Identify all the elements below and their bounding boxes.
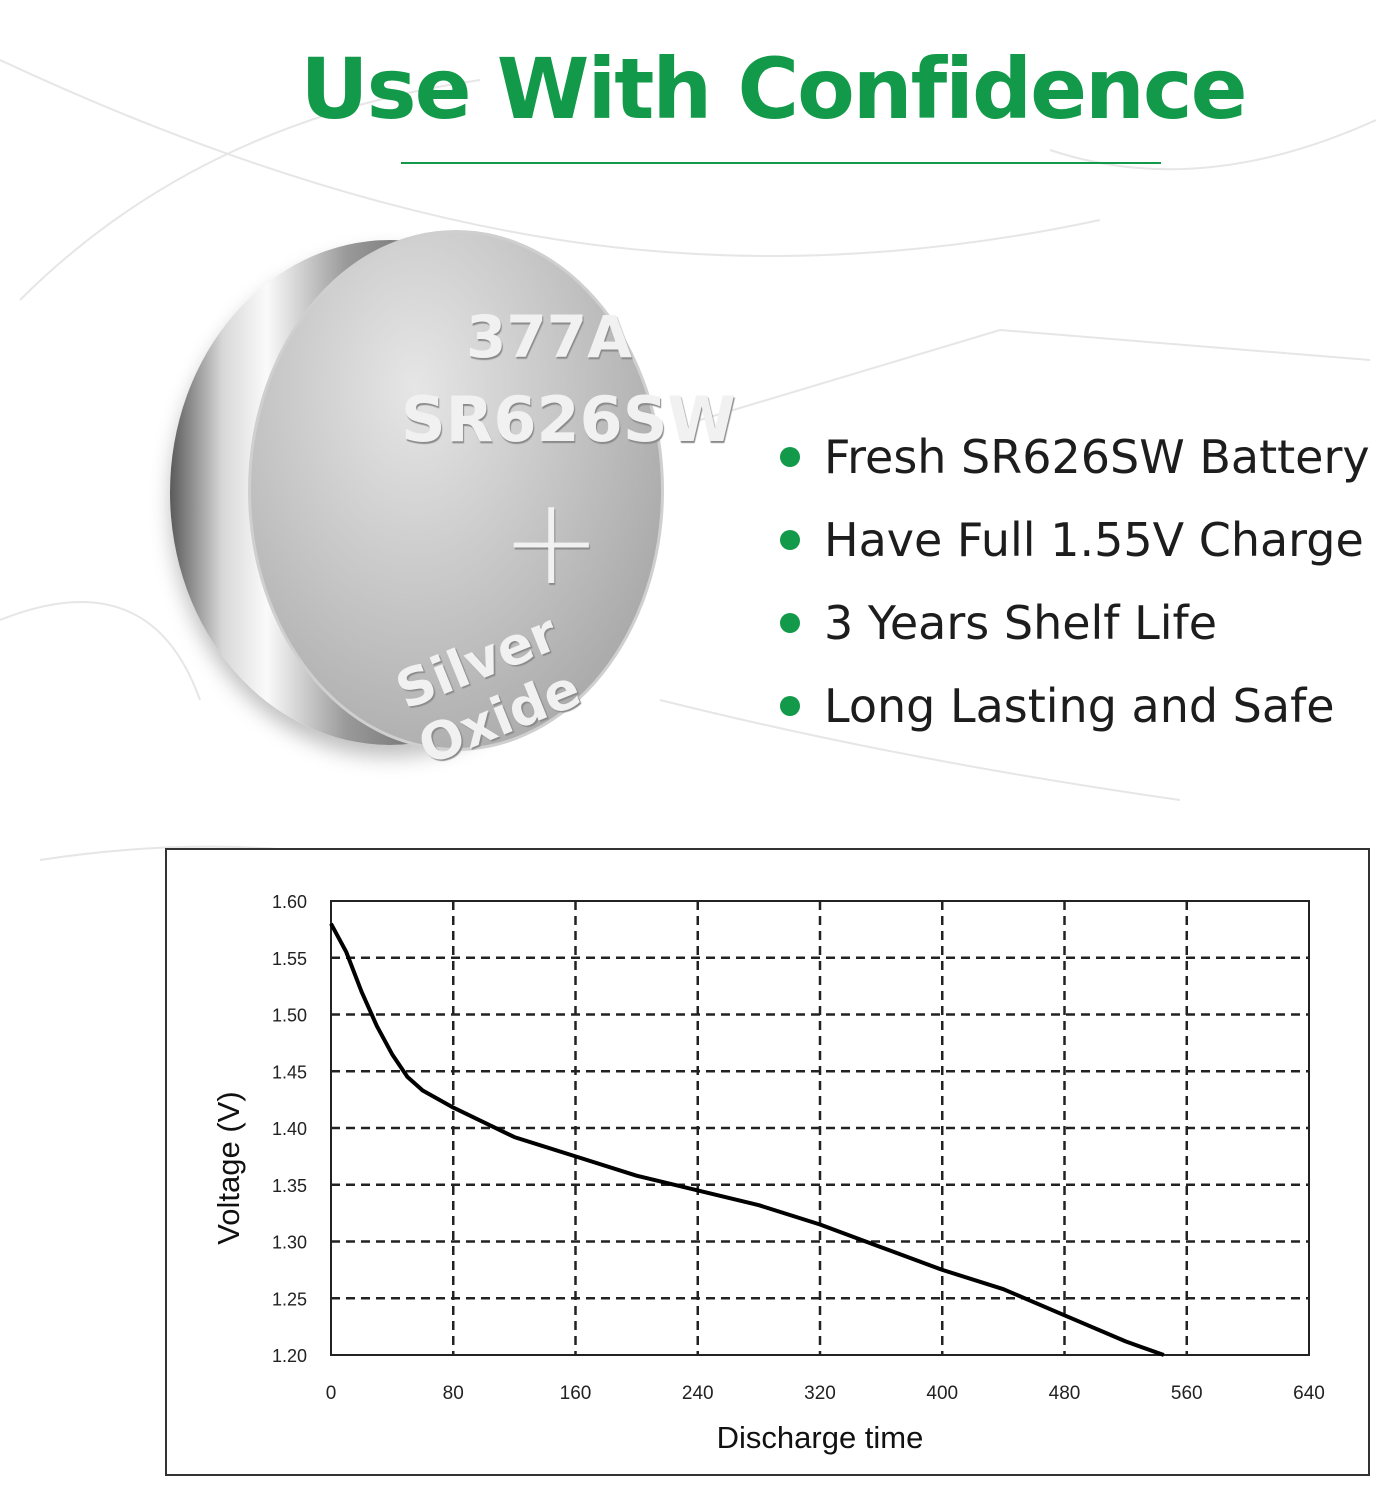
feature-item: Have Full 1.55V Charge xyxy=(780,498,1370,581)
discharge-curve xyxy=(329,922,1165,1357)
feature-list: Fresh SR626SW Battery Have Full 1.55V Ch… xyxy=(780,415,1370,747)
x-tick-label: 240 xyxy=(682,1383,714,1404)
bullet-icon xyxy=(780,446,800,467)
bullet-icon xyxy=(780,612,800,633)
y-tick-label: 1.45 xyxy=(272,1062,307,1082)
battery-code: SR626SW xyxy=(401,383,736,456)
feature-text: Fresh SR626SW Battery xyxy=(824,429,1370,484)
feature-item: Long Lasting and Safe xyxy=(780,664,1370,747)
title-divider xyxy=(401,162,1161,164)
y-tick-label: 1.50 xyxy=(272,1006,307,1026)
battery-image: 377A SR626SW + Silver Oxide xyxy=(170,230,736,777)
feature-text: Have Full 1.55V Charge xyxy=(824,512,1364,567)
x-tick-label: 640 xyxy=(1293,1383,1325,1404)
y-tick-label: 1.60 xyxy=(272,892,307,912)
x-tick-label: 320 xyxy=(804,1383,836,1404)
y-tick-label: 1.35 xyxy=(272,1176,307,1196)
feature-text: 3 Years Shelf Life xyxy=(824,595,1218,650)
feature-item: 3 Years Shelf Life xyxy=(780,581,1370,664)
x-axis-label: Discharge time xyxy=(717,1420,924,1455)
feature-text: Long Lasting and Safe xyxy=(824,678,1335,733)
x-tick-label: 0 xyxy=(326,1383,337,1404)
x-tick-label: 160 xyxy=(560,1383,592,1404)
x-tick-label: 400 xyxy=(926,1383,958,1404)
x-tick-label: 480 xyxy=(1049,1383,1081,1404)
plot-area xyxy=(330,900,1310,1356)
page-title: Use With Confidence xyxy=(300,40,1247,138)
feature-item: Fresh SR626SW Battery xyxy=(780,415,1370,498)
y-tick-label: 1.25 xyxy=(272,1289,307,1309)
bullet-icon xyxy=(780,529,800,550)
y-tick-label: 1.40 xyxy=(272,1119,307,1139)
y-tick-label: 1.20 xyxy=(272,1346,307,1366)
x-tick-label: 560 xyxy=(1171,1383,1203,1404)
battery-model: 377A xyxy=(466,303,632,371)
x-tick-label: 80 xyxy=(443,1383,464,1404)
bullet-icon xyxy=(780,695,800,716)
discharge-chart: 1.20 1.25 1.30 1.35 1.40 1.45 1.50 1.55 1.60 0 80 1… xyxy=(165,848,1370,1476)
battery-face: 377A SR626SW + Silver Oxide xyxy=(248,230,736,777)
y-axis-label: Voltage (V) xyxy=(211,1091,246,1244)
chart-svg: 1.20 1.25 1.30 1.35 1.40 1.45 1.50 1.55 1.60 0 80 1… xyxy=(211,892,1325,1455)
plus-icon: + xyxy=(501,473,602,612)
y-tick-label: 1.55 xyxy=(272,949,307,969)
y-tick-label: 1.30 xyxy=(272,1233,307,1253)
